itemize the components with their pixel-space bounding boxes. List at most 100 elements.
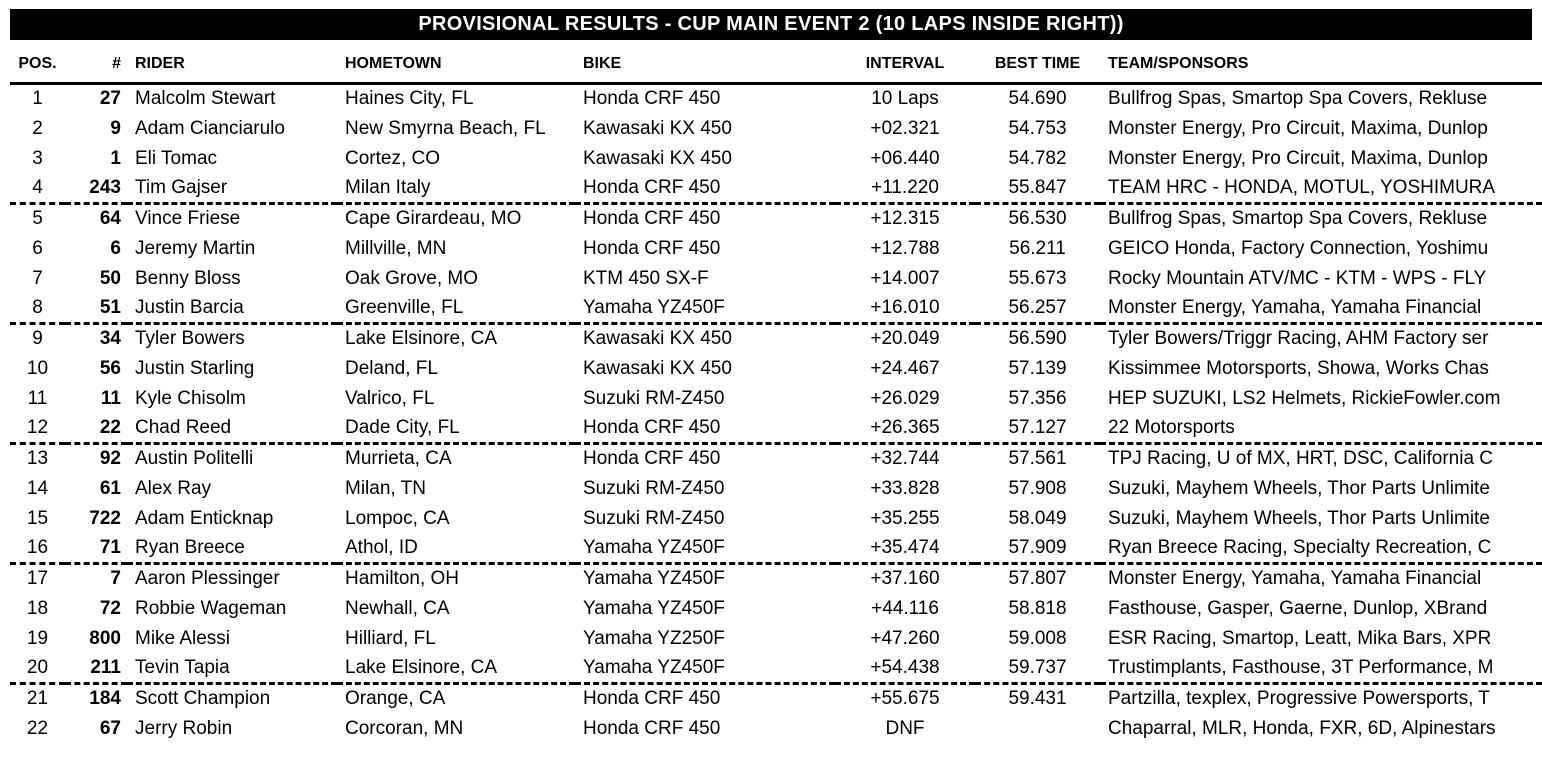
cell-rider-name: Malcolm Stewart <box>135 88 276 110</box>
cell-team-sponsors: Kissimmee Motorsports, Showa, Works Chas <box>1108 357 1489 379</box>
cell-hometown: Orange, CA <box>345 688 446 710</box>
table-row: 8 51 Justin Barcia Greenville, FL Yamaha… <box>10 293 1542 325</box>
cell-interval: +44.116 <box>871 597 939 619</box>
cell-rider-name: Kyle Chisolm <box>135 387 246 409</box>
cell-best-time: 57.807 <box>1008 568 1067 590</box>
cell-position: 12 <box>10 413 65 445</box>
table-row: 5 64 Vince Friese Cape Girardeau, MO Hon… <box>10 204 1542 234</box>
cell-hometown: Lake Elsinore, CA <box>345 328 498 350</box>
cell-rider-name: Austin Politelli <box>135 448 254 470</box>
cell-rider-number: 9 <box>110 117 121 139</box>
cell-bike: Yamaha YZ450F <box>583 568 725 590</box>
cell-rider-number: 6 <box>110 237 121 259</box>
cell-best-time: 57.139 <box>1008 357 1067 379</box>
table-row: 16 71 Ryan Breece Athol, ID Yamaha YZ450… <box>10 533 1542 565</box>
cell-rider-number: 243 <box>65 173 127 205</box>
col-header-interval: INTERVAL <box>835 40 975 85</box>
cell-bike: Kawasaki KX 450 <box>583 147 732 169</box>
cell-rider-number: 211 <box>65 653 127 685</box>
cell-bike: Honda CRF 450 <box>583 237 721 259</box>
cell-position: 2 <box>32 117 43 139</box>
cell-hometown: Cape Girardeau, MO <box>345 208 522 230</box>
cell-interval: +26.365 <box>835 413 975 445</box>
cell-hometown: Lompoc, CA <box>345 507 450 529</box>
col-header-best-time: BEST TIME <box>975 40 1100 85</box>
cell-position: 14 <box>26 477 49 499</box>
cell-position: 10 <box>26 357 49 379</box>
cell-interval: +37.160 <box>870 568 940 590</box>
cell-interval: +12.315 <box>870 208 940 230</box>
cell-position: 21 <box>26 688 49 710</box>
cell-bike: Kawasaki KX 450 <box>583 328 732 350</box>
cell-position: 4 <box>10 173 65 205</box>
cell-rider-number: 722 <box>89 507 121 529</box>
table-row: 15 722 Adam Enticknap Lompoc, CA Suzuki … <box>10 504 1542 534</box>
cell-position: 19 <box>26 627 49 649</box>
cell-rider-number: 64 <box>99 208 121 230</box>
cell-bike: Honda CRF 450 <box>583 88 721 110</box>
cell-team-sponsors: Monster Energy, Yamaha, Yamaha Financial <box>1100 293 1542 325</box>
col-header-number: # <box>65 40 127 85</box>
cell-hometown: Dade City, FL <box>337 413 575 445</box>
cell-position: 3 <box>32 147 43 169</box>
cell-team-sponsors: GEICO Honda, Factory Connection, Yoshimu <box>1108 237 1489 259</box>
cell-best-time: 59.008 <box>1008 627 1067 649</box>
cell-bike: Yamaha YZ450F <box>575 293 835 325</box>
cell-rider-number: 61 <box>99 477 121 499</box>
table-row: 3 1 Eli Tomac Cortez, CO Kawasaki KX 450… <box>10 144 1542 174</box>
cell-hometown: Newhall, CA <box>345 597 450 619</box>
cell-interval: 10 Laps <box>871 88 939 110</box>
col-header-pos: POS. <box>10 40 65 85</box>
cell-rider-number: 800 <box>89 627 121 649</box>
table-row: 20 211 Tevin Tapia Lake Elsinore, CA Yam… <box>10 653 1542 685</box>
col-header-hometown: HOMETOWN <box>337 40 575 85</box>
cell-interval: +35.255 <box>870 507 940 529</box>
cell-rider-number: 71 <box>65 533 127 565</box>
cell-rider-name: Aaron Plessinger <box>135 568 280 590</box>
cell-best-time: 56.211 <box>1009 237 1066 259</box>
page-title: PROVISIONAL RESULTS - CUP MAIN EVENT 2 (… <box>418 13 1124 35</box>
table-row: 10 56 Justin Starling Deland, FL Kawasak… <box>10 354 1542 384</box>
cell-rider-number: 1 <box>110 147 121 169</box>
cell-position: 13 <box>26 448 49 470</box>
cell-rider-name: Benny Bloss <box>135 267 241 289</box>
cell-rider-name: Tevin Tapia <box>127 653 337 685</box>
cell-bike: Yamaha YZ450F <box>583 597 725 619</box>
cell-team-sponsors: Trustimplants, Fasthouse, 3T Performance… <box>1100 653 1542 685</box>
cell-hometown: Athol, ID <box>337 533 575 565</box>
cell-rider-number: 67 <box>99 717 121 739</box>
table-row: 9 34 Tyler Bowers Lake Elsinore, CA Kawa… <box>10 324 1542 354</box>
cell-rider-name: Adam Cianciarulo <box>135 117 285 139</box>
cell-best-time: 58.049 <box>1008 507 1067 529</box>
cell-bike: Honda CRF 450 <box>583 688 721 710</box>
cell-best-time: 59.737 <box>975 653 1100 685</box>
cell-rider-number: 92 <box>99 448 121 470</box>
cell-rider-number: 7 <box>110 568 121 590</box>
cell-bike: Kawasaki KX 450 <box>583 117 732 139</box>
cell-position: 1 <box>32 88 43 110</box>
results-table: POS. # RIDER HOMETOWN BIKE INTERVAL BEST… <box>10 40 1542 744</box>
cell-hometown: Oak Grove, MO <box>345 267 479 289</box>
cell-bike: Honda CRF 450 <box>575 413 835 445</box>
cell-hometown: Valrico, FL <box>345 387 435 409</box>
cell-interval: +35.474 <box>835 533 975 565</box>
cell-rider-name: Vince Friese <box>135 208 241 230</box>
cell-rider-number: 56 <box>99 357 121 379</box>
cell-hometown: Hilliard, FL <box>345 627 436 649</box>
table-row: 11 11 Kyle Chisolm Valrico, FL Suzuki RM… <box>10 384 1542 414</box>
cell-hometown: Milan Italy <box>337 173 575 205</box>
cell-interval: +16.010 <box>835 293 975 325</box>
cell-bike: Kawasaki KX 450 <box>583 357 732 379</box>
cell-team-sponsors: TEAM HRC - HONDA, MOTUL, YOSHIMURA <box>1100 173 1542 205</box>
cell-rider-name: Adam Enticknap <box>135 507 274 529</box>
cell-hometown: Haines City, FL <box>345 88 474 110</box>
cell-team-sponsors: Bullfrog Spas, Smartop Spa Covers, Reklu… <box>1108 208 1488 230</box>
cell-rider-name: Ryan Breece <box>127 533 337 565</box>
cell-rider-name: Justin Barcia <box>127 293 337 325</box>
cell-team-sponsors: 22 Motorsports <box>1100 413 1542 445</box>
cell-bike: Honda CRF 450 <box>583 717 721 739</box>
cell-position: 6 <box>32 237 43 259</box>
cell-interval: +20.049 <box>870 328 940 350</box>
cell-team-sponsors: Monster Energy, Pro Circuit, Maxima, Dun… <box>1108 117 1488 139</box>
table-row: 19 800 Mike Alessi Hilliard, FL Yamaha Y… <box>10 624 1542 654</box>
